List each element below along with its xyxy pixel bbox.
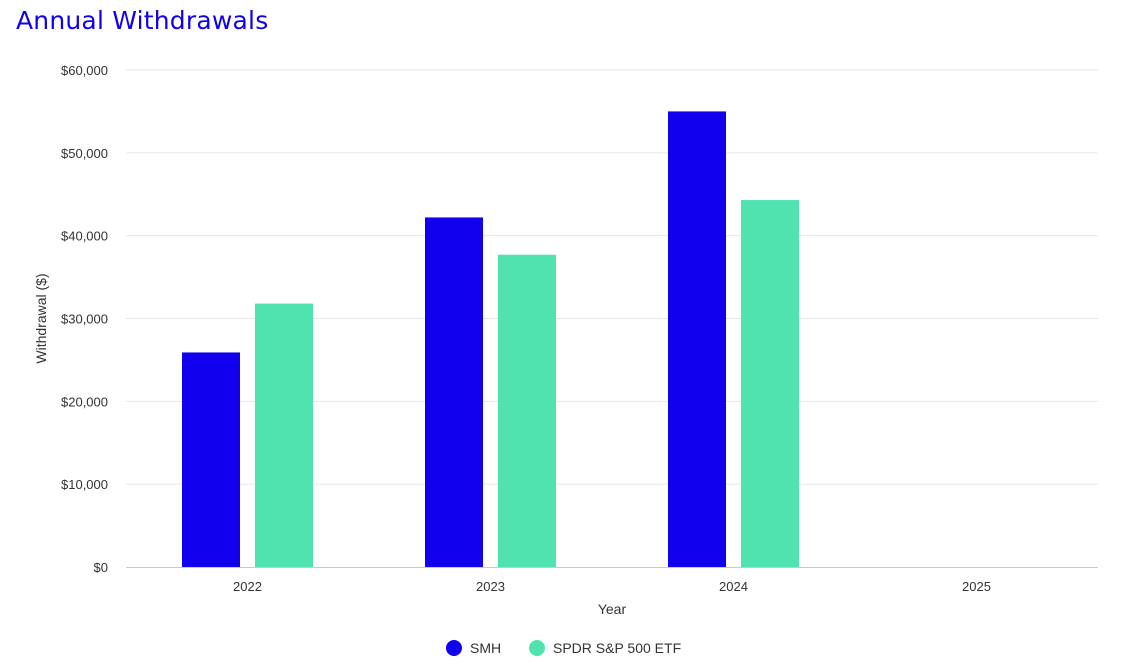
y-tick-label: $0 [94, 560, 108, 575]
legend-label: SPDR S&P 500 ETF [553, 640, 681, 656]
y-tick-label: $40,000 [61, 229, 108, 244]
x-tick-label: 2025 [962, 579, 991, 594]
x-axis-ticks: 2022 2023 2024 2025 [233, 579, 991, 594]
legend-marker [446, 640, 462, 656]
chart-title: Annual Withdrawals [16, 6, 269, 35]
bar-spdr-s-p-500-etf-2022 [255, 303, 313, 567]
legend-label: SMH [470, 640, 501, 656]
bar-spdr-s-p-500-etf-2023 [498, 254, 556, 568]
y-tick-label: $20,000 [61, 394, 108, 409]
y-tick-label: $10,000 [61, 477, 108, 492]
bar-smh-2023 [425, 217, 483, 567]
y-tick-label: $50,000 [61, 146, 108, 161]
legend-marker [529, 640, 545, 656]
y-tick-label: $30,000 [61, 312, 108, 327]
x-tick-label: 2024 [719, 579, 748, 594]
x-tick-label: 2022 [233, 579, 262, 594]
y-tick-label: $60,000 [61, 63, 108, 78]
y-axis-ticks: $0 $10,000 $20,000 $30,000 $40,000 $50,000 $60… [61, 63, 108, 575]
x-axis-title: Year [598, 601, 627, 617]
bar-spdr-s-p-500-etf-2024 [741, 200, 799, 567]
y-axis-title: Withdrawal ($) [33, 273, 49, 363]
bars [182, 111, 799, 568]
legend: SMH SPDR S&P 500 ETF [446, 640, 681, 656]
x-tick-label: 2023 [476, 579, 505, 594]
bar-smh-2022 [182, 352, 240, 567]
bar-smh-2024 [668, 111, 726, 568]
